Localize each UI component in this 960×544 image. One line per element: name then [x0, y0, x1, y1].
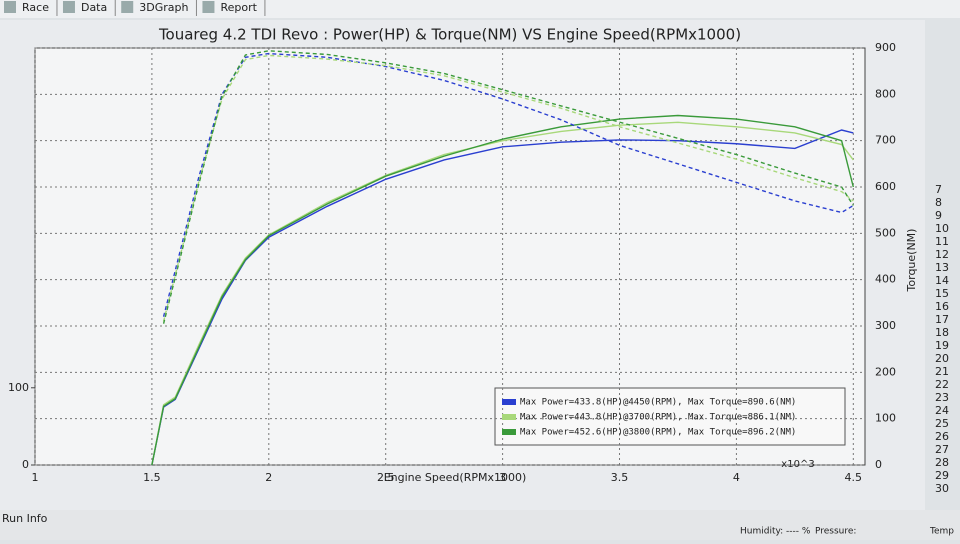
- row-number: 26: [935, 430, 949, 443]
- torque-line: [162, 54, 854, 322]
- x-tick-label: 1.5: [143, 471, 161, 484]
- row-number: 14: [935, 274, 949, 287]
- row-number: 23: [935, 391, 949, 404]
- y2-tick-label: 800: [875, 87, 896, 100]
- legend-label: Max Power=443.8(HP)@3700(RPM), Max Torqu…: [520, 413, 796, 423]
- x-tick-label: 2: [265, 471, 272, 484]
- tab-label: Data: [81, 1, 107, 14]
- tab[interactable]: [4, 1, 16, 13]
- torque-line: [162, 50, 854, 324]
- row-number: 28: [935, 456, 949, 469]
- x-multiplier: x10^3: [781, 459, 814, 470]
- y-tick-label: 100: [8, 381, 29, 394]
- tab-label: 3DGraph: [139, 1, 188, 14]
- torque-line: [162, 52, 854, 317]
- row-number: 12: [935, 248, 949, 261]
- row-number: 15: [935, 287, 949, 300]
- row-number: 27: [935, 443, 949, 456]
- y2-axis-label: Torque(NM): [905, 229, 918, 293]
- y2-tick-label: 400: [875, 273, 896, 286]
- power-line: [151, 114, 854, 466]
- row-number: 21: [935, 365, 949, 378]
- power-line: [151, 121, 854, 466]
- row-number: 9: [935, 209, 942, 222]
- row-number: 29: [935, 469, 949, 482]
- row-number: 25: [935, 417, 949, 430]
- row-number: 19: [935, 339, 949, 352]
- legend-swatch: [502, 414, 516, 420]
- y2-tick-label: 0: [875, 458, 882, 471]
- row-number: 17: [935, 313, 949, 326]
- row-number: 30: [935, 482, 949, 495]
- row-number: 16: [935, 300, 949, 313]
- legend-label: Max Power=433.8(HP)@4450(RPM), Max Torqu…: [520, 398, 796, 408]
- legend-label: Max Power=452.6(HP)@3800(RPM), Max Torqu…: [520, 428, 796, 438]
- tab[interactable]: [121, 1, 134, 13]
- row-number: 13: [935, 261, 949, 274]
- legend-swatch: [502, 399, 516, 405]
- tab-bar: [0, 0, 960, 18]
- x-tick-label: 3: [499, 471, 506, 484]
- chart-title: Touareg 4.2 TDI Revo : Power(HP) & Torqu…: [158, 26, 741, 44]
- status-bar: [0, 510, 960, 540]
- temp: Temp: [929, 527, 954, 537]
- row-number: 24: [935, 404, 949, 417]
- row-number: 20: [935, 352, 949, 365]
- x-tick-label: 4: [733, 471, 740, 484]
- row-number: 22: [935, 378, 949, 391]
- y2-tick-label: 500: [875, 226, 896, 239]
- tab[interactable]: [62, 1, 75, 13]
- tab-label: Race: [22, 1, 49, 14]
- row-number: 7: [935, 183, 942, 196]
- y2-tick-label: 300: [875, 319, 896, 332]
- y2-tick-label: 700: [875, 134, 896, 147]
- row-number: 10: [935, 222, 949, 235]
- y2-tick-label: 600: [875, 180, 896, 193]
- row-number: 8: [935, 196, 942, 209]
- legend: [494, 387, 846, 446]
- status-text: Run Info: [2, 512, 48, 525]
- humidity: Humidity: ---- %: [740, 527, 811, 537]
- y2-tick-label: 200: [875, 365, 896, 378]
- x-tick-label: 4.5: [845, 471, 863, 484]
- tab[interactable]: [202, 1, 215, 13]
- legend-swatch: [502, 429, 516, 435]
- x-tick-label: 1: [32, 471, 39, 484]
- row-number: 11: [935, 235, 949, 248]
- x-tick-label: 3.5: [611, 471, 629, 484]
- y-tick-label: 0: [22, 458, 29, 471]
- row-number: 18: [935, 326, 949, 339]
- tab-label: Report: [220, 1, 257, 14]
- y2-tick-label: 900: [875, 41, 896, 54]
- x-axis-label: Engine Speed(RPMx1000): [384, 471, 527, 484]
- y2-tick-label: 100: [875, 412, 896, 425]
- x-tick-label: 2.5: [377, 471, 395, 484]
- pressure: Pressure:: [815, 527, 856, 537]
